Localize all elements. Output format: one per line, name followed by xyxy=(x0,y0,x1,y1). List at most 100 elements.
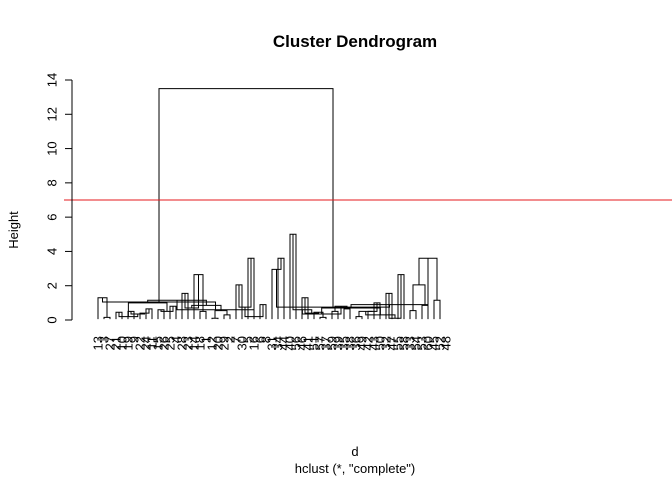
leaf-label: 35 xyxy=(337,336,352,350)
leaf-label: 44 xyxy=(277,336,292,350)
leaf-label: 54 xyxy=(409,336,424,350)
dendrogram-link-19 xyxy=(191,304,222,311)
dendrogram-link-34 xyxy=(304,297,319,314)
leaf-label: 40 xyxy=(283,336,298,350)
leaf-label: 20 xyxy=(211,336,226,350)
dendrogram-link-54 xyxy=(350,258,429,308)
leaf-label: 28 xyxy=(175,336,190,350)
leaf-label: 3 xyxy=(97,336,112,343)
leaf-label: 24 xyxy=(139,336,154,350)
leaf-label: 2 xyxy=(223,336,238,343)
leaf-label: 31 xyxy=(265,336,280,350)
leaf-label: 10 xyxy=(115,336,130,350)
y-tick-label-8: 8 xyxy=(45,179,60,186)
dendrogram-link-10 xyxy=(160,306,174,312)
y-tick-label-12: 12 xyxy=(45,107,60,121)
leaf-label: 46 xyxy=(295,336,310,350)
leaf-label: 26 xyxy=(157,336,172,350)
leaf-label: 32 xyxy=(379,336,394,350)
leaf-label: 6 xyxy=(253,336,268,343)
y-tick-label-6: 6 xyxy=(45,214,60,221)
dendrogram-link-0 xyxy=(103,316,111,320)
dendrogram-link-16 xyxy=(211,317,219,320)
leaf-label: 14 xyxy=(187,336,202,350)
leaf-label: 48 xyxy=(439,336,454,350)
leaf-label: 37 xyxy=(319,336,334,350)
dendrogram-link-55 xyxy=(276,269,391,308)
leaf-label: 23 xyxy=(181,336,196,350)
dendrogram-link-31 xyxy=(301,297,309,320)
dendrogram-link-36 xyxy=(331,310,339,320)
dendrogram-link-4 xyxy=(145,308,153,320)
leaf-label: 39 xyxy=(331,336,346,350)
dendrogram-link-37 xyxy=(343,308,351,320)
leaf-label: 13 xyxy=(91,336,106,350)
leaf-label: 55 xyxy=(391,336,406,350)
dendrogram-link-35 xyxy=(292,234,313,314)
leaf-label: 15 xyxy=(151,336,166,350)
leaf-label: 21 xyxy=(109,336,124,350)
y-tick-label-0: 0 xyxy=(45,316,60,323)
leaf-label: 50 xyxy=(373,336,388,350)
leaf-label: 7 xyxy=(229,336,244,343)
leaf-label: 53 xyxy=(415,336,430,350)
dendrogram-link-8 xyxy=(157,309,165,320)
leaf-label: 52 xyxy=(433,336,448,350)
leaf-label: 38 xyxy=(343,336,358,350)
leaf-label: 1 xyxy=(199,336,214,343)
leaf-label: 41 xyxy=(301,336,316,350)
dendrogram-link-24 xyxy=(259,304,267,320)
leaf-label: 5 xyxy=(241,336,256,343)
leaf-label: 36 xyxy=(349,336,364,350)
leaf-label: 16 xyxy=(247,336,262,350)
leaf-label: 11 xyxy=(145,336,160,350)
dendrogram-link-51 xyxy=(412,284,426,311)
leaf-label: 19 xyxy=(121,336,136,350)
dendrogram-link-1 xyxy=(97,297,108,320)
dendrogram-link-23 xyxy=(238,258,252,308)
dendrogram-link-14 xyxy=(193,274,204,320)
dendrogram-link-46 xyxy=(388,274,402,319)
leaf-label: 57 xyxy=(313,336,328,350)
dendrogram-link-49 xyxy=(409,310,417,320)
y-tick-label-10: 10 xyxy=(45,141,60,155)
y-axis-label: Height xyxy=(6,211,21,249)
dendrogram-link-32 xyxy=(319,316,327,320)
dendrogram-link-52 xyxy=(433,299,441,320)
leaf-label: 51 xyxy=(307,336,322,350)
leaf-label: 22 xyxy=(133,336,148,350)
leaf-label: 49 xyxy=(355,336,370,350)
dendrogram-link-40 xyxy=(355,316,363,320)
y-tick-label-14: 14 xyxy=(45,73,60,87)
leaf-label: 18 xyxy=(193,336,208,350)
dendrogram-link-50 xyxy=(421,304,429,320)
y-tick-label-4: 4 xyxy=(45,248,60,255)
dendrogram-link-13 xyxy=(199,310,207,320)
dendrogram-link-21 xyxy=(235,284,243,320)
dendrogram-link-17 xyxy=(223,314,231,320)
leaf-label: 27 xyxy=(103,336,118,350)
leaf-label: 29 xyxy=(217,336,232,350)
plot-area: 1332721101992224111526254282314181122029… xyxy=(64,88,672,350)
leaf-label: 8 xyxy=(259,336,274,343)
leaf-label: 43 xyxy=(367,336,382,350)
leaf-label: 59 xyxy=(325,336,340,350)
leaf-label: 4 xyxy=(169,336,184,343)
leaf-label: 56 xyxy=(289,336,304,350)
leaf-label: 12 xyxy=(205,336,220,350)
leaf-label: 30 xyxy=(235,336,250,350)
dendrogram-link-43 xyxy=(358,310,373,317)
y-tick-label-2: 2 xyxy=(45,282,60,289)
leaf-label: 58 xyxy=(397,336,412,350)
leaf-label: 60 xyxy=(421,336,436,350)
y-axis: 0 2 4 6 8 10 12 14 xyxy=(45,73,73,324)
leaf-label: 42 xyxy=(361,336,376,350)
leaf-label: 33 xyxy=(403,336,418,350)
dendrogram-link-15 xyxy=(184,274,199,309)
leaf-label: 9 xyxy=(127,336,142,343)
method-sublabel: hclust (*, "complete") xyxy=(295,461,416,476)
x-axis-label: d xyxy=(351,444,358,459)
leaf-label: 34 xyxy=(271,336,286,350)
dendrogram-link-45 xyxy=(397,274,405,320)
